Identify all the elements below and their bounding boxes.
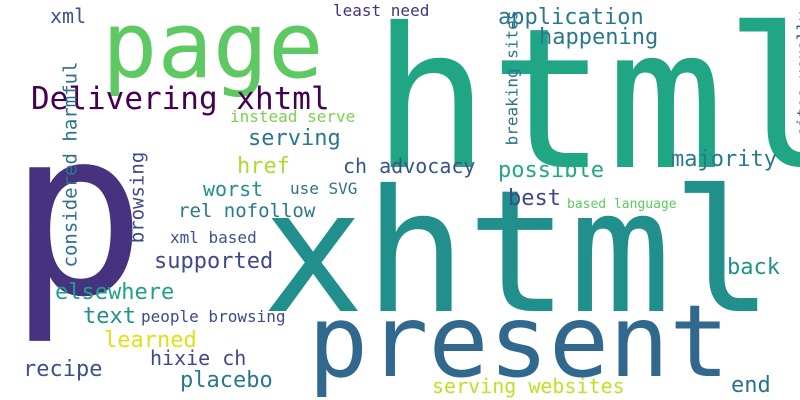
word-majority: majority [671,147,777,172]
word-serving: serving [248,126,341,151]
word-xml: xml [50,4,87,28]
word-text: text [83,304,136,329]
word-placebo: placebo [180,368,273,393]
word-people-browsing: people browsing [141,307,286,326]
word-happening: happening [539,25,659,50]
word-learned: learned [104,328,197,353]
word-end: end [731,373,771,398]
word-possible: possible [498,158,604,183]
word-browsing: browsing [126,151,149,244]
word-p: p [8,81,147,348]
word-xhtml: xhtml [262,154,774,352]
word-delivering-xhtml: Delivering xhtml [31,81,330,117]
word-hixie-ch: hixie ch [150,346,247,370]
word-present: present [308,283,730,400]
word-ch-advocacy: ch advocacy [343,154,476,178]
word-supported: supported [154,249,274,274]
word-based-language: based language [567,197,677,212]
word-best: best [508,186,561,211]
word-least-need: least need [333,1,430,20]
word-page: page [102,0,324,99]
word-instead-serve: instead serve [230,107,356,126]
word-sites-usually: sites usually [793,11,800,137]
word-breaking-sites: breaking sites [502,10,522,146]
word-recipe: recipe [23,357,103,382]
word-html: html [372,0,800,213]
word-back: back [727,255,780,280]
word-rel-nofollow: rel nofollow [178,200,316,222]
word-application: application [498,5,644,30]
word-use-svg: use SVG [290,179,358,198]
word-xml-based: xml based [170,228,257,247]
word-elsewhere: elsewhere [55,280,175,305]
word-href: href [237,154,290,179]
word-considered-harmful: considered harmful [59,61,82,268]
word-worst: worst [203,177,264,201]
word-serving-websites: serving websites [432,374,625,398]
